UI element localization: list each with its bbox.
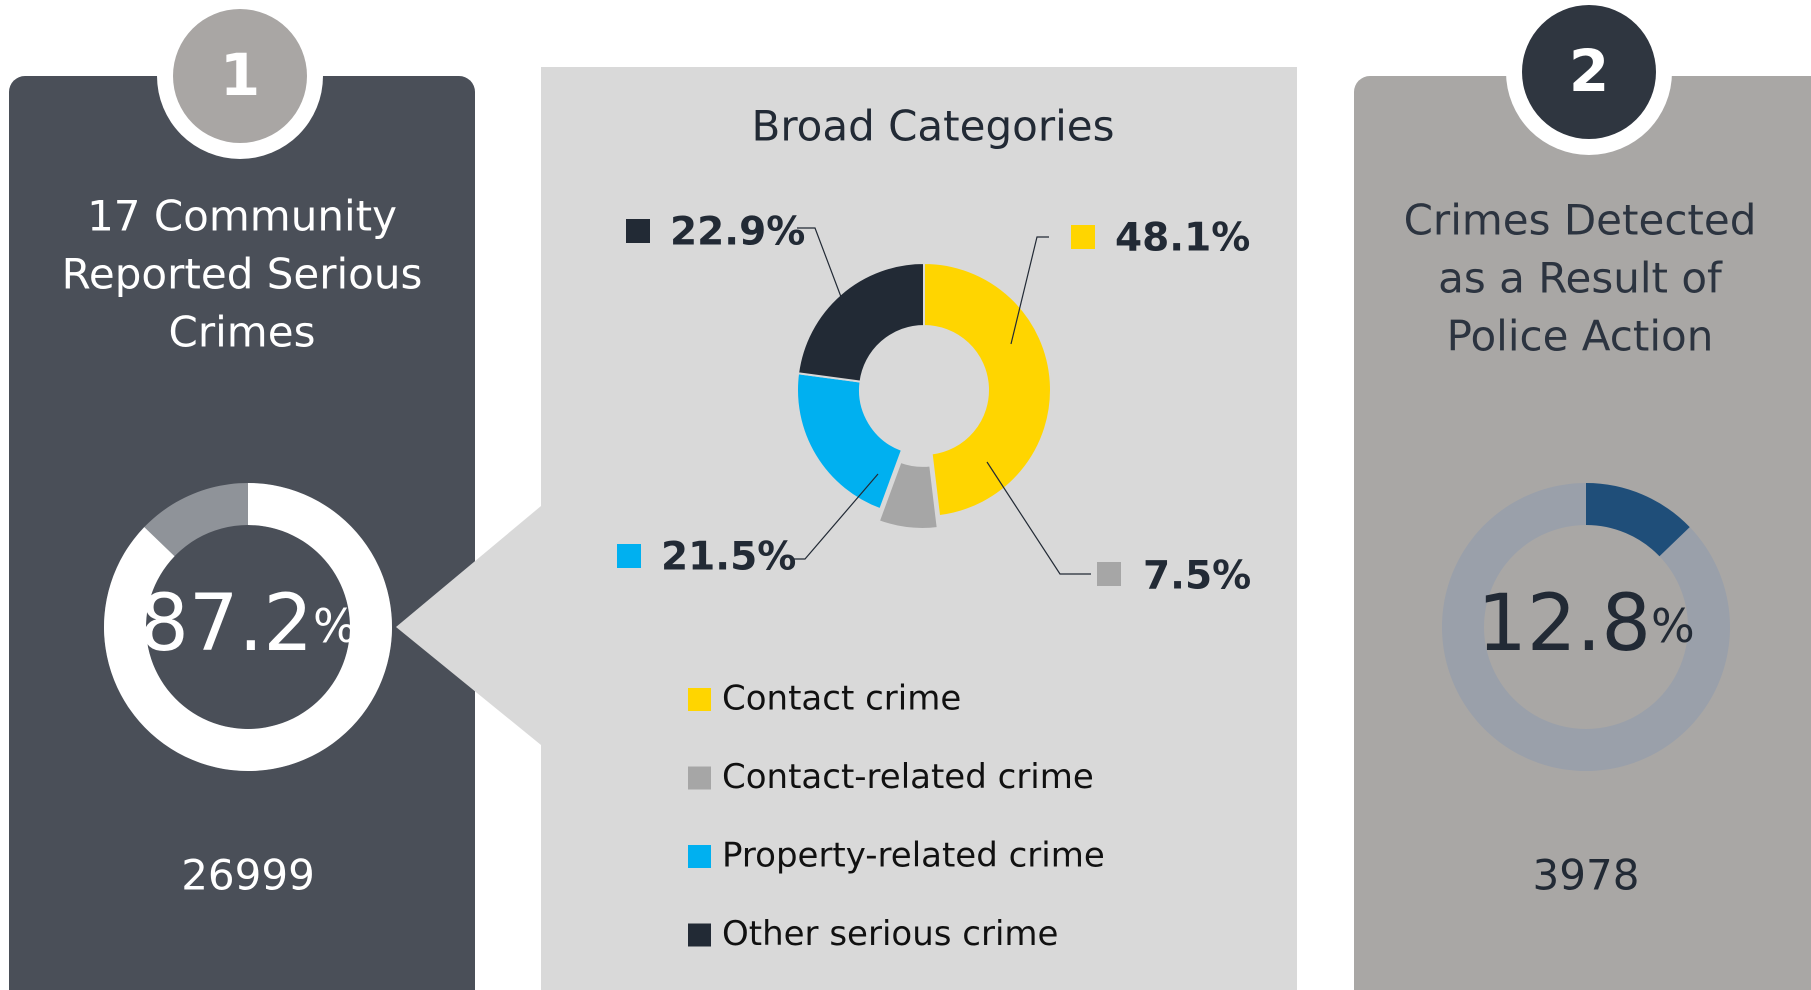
badge-number: 1 — [220, 41, 260, 109]
data-label: 48.1% — [1115, 216, 1250, 261]
legend-swatch — [688, 845, 711, 868]
badge — [1522, 5, 1656, 139]
pointer — [396, 506, 541, 745]
legend-label: Contact-related crime — [722, 757, 1094, 797]
panel-title: Crimes — [169, 308, 316, 357]
leader-line — [1010, 236, 1049, 345]
badge — [173, 9, 307, 143]
donut-arc — [1586, 483, 1690, 557]
value-unit: % — [313, 599, 357, 653]
legend-swatch — [688, 688, 711, 711]
panel-title: Crimes Detected — [1404, 196, 1757, 245]
pie-slice — [923, 261, 1052, 518]
pie-slice — [877, 460, 939, 530]
pie-slice — [796, 261, 925, 383]
total: 3978 — [1533, 851, 1640, 900]
value-number: 12.8 — [1477, 579, 1651, 669]
panel-title: Reported Serious — [62, 250, 423, 299]
total: 26999 — [181, 851, 315, 900]
badge-number: 2 — [1569, 37, 1609, 105]
panel-title: 17 Community — [87, 192, 397, 241]
legend-label: Property-related crime — [722, 836, 1105, 876]
label-swatch — [1071, 225, 1095, 249]
panel-title: as a Result of — [1438, 254, 1723, 303]
panel-right — [1354, 76, 1811, 990]
pie-title: Broad Categories — [752, 102, 1115, 151]
value-unit: % — [1651, 599, 1695, 653]
panel-title: Police Action — [1447, 312, 1714, 361]
data-label: 22.9% — [670, 210, 805, 255]
donut-value: 12.8% — [1477, 579, 1694, 669]
legend-swatch — [688, 766, 711, 790]
value-number: 87.2 — [139, 579, 313, 669]
data-label: 21.5% — [661, 535, 796, 580]
donut-value: 87.2% — [139, 579, 356, 669]
legend-swatch — [688, 923, 711, 947]
legend-label: Other serious crime — [722, 914, 1058, 954]
data-label: 7.5% — [1143, 554, 1251, 599]
label-swatch — [626, 219, 650, 243]
leader-line — [986, 461, 1091, 575]
pie-slice — [796, 372, 904, 511]
leader-line — [791, 473, 879, 560]
label-swatch — [1097, 562, 1121, 586]
label-swatch — [617, 544, 641, 568]
leader-line — [797, 227, 853, 327]
legend-label: Contact crime — [722, 679, 961, 719]
panel-left — [9, 76, 475, 990]
